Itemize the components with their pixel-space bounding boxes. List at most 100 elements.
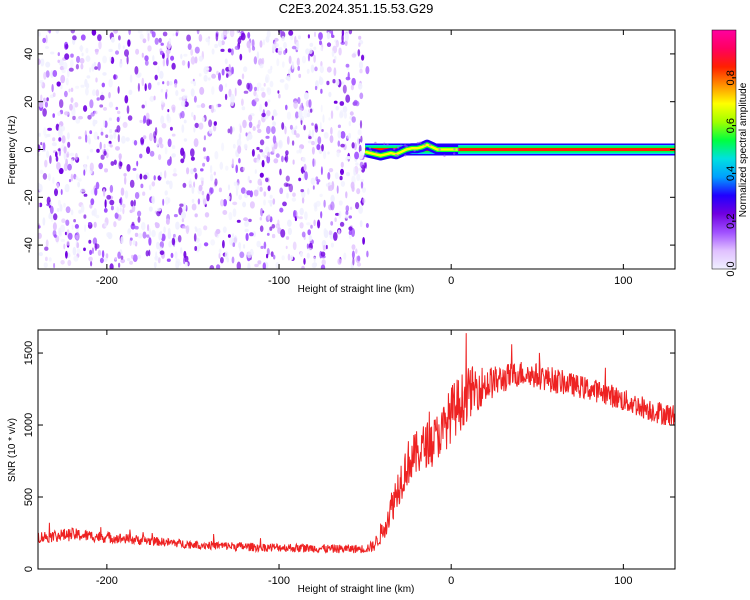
spectrogram-speckle [148,249,151,257]
spectrogram-speckle [70,59,74,68]
spectrogram-speckle [292,159,295,165]
spectrogram-speckle [196,104,201,108]
spectrogram-speckle [129,179,135,188]
spectrogram-speckle [105,253,109,259]
spectrogram-speckle [117,251,121,259]
spectrogram-speckle [103,107,107,111]
spectrogram-speckle [116,206,120,214]
spectrogram-speckle [171,133,176,137]
spectrogram-speckle [132,240,136,246]
spectrogram-speckle [103,150,107,156]
spectrogram-speckle [214,178,218,186]
spectrogram-speckle [339,101,345,106]
spectrogram-speckle [220,199,224,207]
spectrogram-speckle [229,30,235,38]
spectrogram-speckle [58,137,62,142]
spectrogram-speckle [266,155,271,164]
spectrogram-speckle [216,264,221,269]
chart-title: C2E3.2024.351.15.53.G29 [279,1,434,16]
spectrogram-speckle [91,210,95,216]
spectrogram-speckle [303,163,307,171]
spectrogram-speckle [233,237,237,243]
spectrogram-speckle [46,133,51,138]
spectrogram-speckle [123,173,127,177]
spectrogram-speckle [241,73,245,80]
spectrogram-speckle [183,138,188,142]
spectrogram-speckle [153,261,157,269]
spectrogram-speckle [340,41,346,45]
spectrogram-speckle [118,42,121,50]
spectrogram-speckle [108,78,113,88]
spectrogram-speckle [175,90,179,97]
spectrogram-speckle [40,58,45,67]
spectrogram-speckle [92,89,96,96]
spectrogram-speckle [142,191,146,196]
spectrogram-speckle [346,156,351,160]
spectrogram-speckle [119,59,123,68]
spectrogram-speckle [342,106,348,113]
spectrogram-speckle [167,109,170,113]
spectrogram-speckle [108,117,112,121]
spectrogram-speckle [166,258,171,262]
snr-y-tick-label: 1500 [23,341,35,365]
spectrogram-speckle [44,246,49,251]
spectrogram-speckle [291,197,297,202]
snr-frame [37,329,676,570]
spectrogram-speckle [360,181,364,189]
spectrogram-speckle [55,151,58,158]
spectrogram-speckle [360,179,365,183]
spectrogram-speckle [218,84,224,92]
spectrogram-speckle [38,225,41,229]
spectrogram-speckle [232,208,237,218]
spectrogram-speckle [303,258,306,265]
spectrogram-speckle [311,262,317,269]
spectrogram-speckle [126,258,131,262]
spectrogram-x-tick-label: -100 [268,275,290,287]
spectrogram-speckle [242,167,245,171]
spectrogram-speckle [146,146,151,154]
spectrogram-speckle [335,40,339,48]
spectrogram-speckle [109,134,114,140]
spectrogram-speckle [78,178,82,182]
spectrogram-speckle [60,189,63,195]
spectrogram-speckle [124,190,129,199]
spectrogram-speckle [345,191,348,199]
spectrogram-speckle [221,32,224,39]
spectrogram-speckle [79,189,83,194]
spectrogram-speckle [266,110,271,117]
spectrogram-speckle [85,47,89,54]
spectrogram-speckle [236,261,241,269]
spectrogram-speckle [96,148,100,153]
spectrogram-speckle [266,125,271,135]
spectrogram-speckle [173,214,178,218]
spectrogram-speckle [142,231,147,239]
spectrogram-speckle [129,74,133,83]
spectrogram-speckle [235,188,239,197]
spectrogram-speckle [359,220,363,228]
spectrogram-speckle [284,126,287,135]
spectrogram-speckle [235,164,238,174]
spectrogram-speckle [38,144,41,153]
spectrogram-speckle [315,200,321,207]
spectrogram-speckle [66,69,70,78]
spectrogram-speckle [330,194,335,203]
spectrogram-speckle [288,55,292,64]
spectrogram-speckle [330,126,333,135]
spectrogram-speckle [358,61,364,69]
spectrogram-y-tick-label: 20 [23,96,35,108]
spectrogram-speckle [160,88,164,93]
spectrogram-speckle [314,85,318,91]
spectrogram-speckle [166,116,172,124]
spectrogram-speckle [56,162,61,170]
spectrogram-speckle [101,82,106,88]
spectrogram-speckle [159,171,163,178]
track-speckle [416,141,419,145]
spectrogram-speckle [97,34,102,42]
spectrogram-speckle [345,210,349,216]
spectrogram-speckle [200,103,206,109]
spectrogram-x-axis-label: Height of straight line (km) [298,284,415,295]
spectrogram-speckle [180,53,183,60]
spectrogram-speckle [271,146,275,154]
spectrogram-speckle [153,135,157,144]
spectrogram-speckle [43,262,48,268]
